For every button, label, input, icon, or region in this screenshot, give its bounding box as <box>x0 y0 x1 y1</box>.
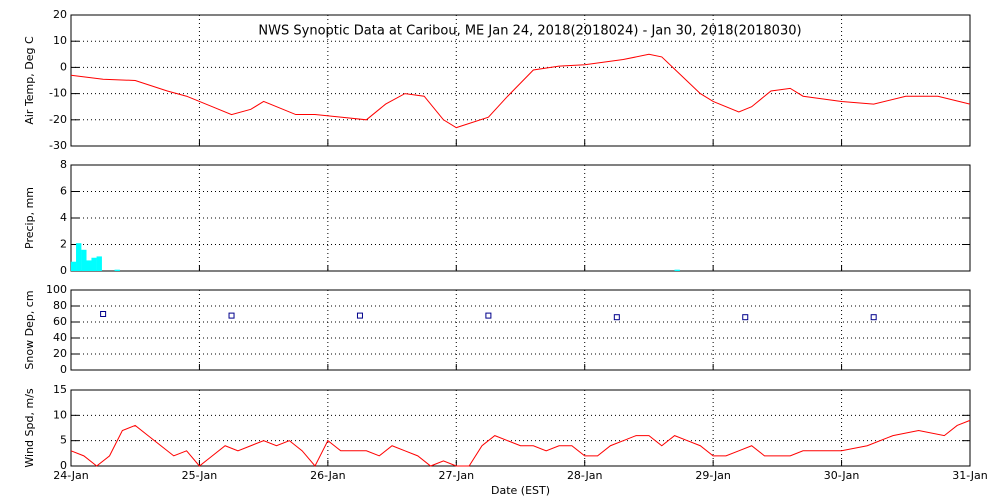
point <box>228 312 235 319</box>
bar <box>96 256 102 271</box>
y-tick-label: 0 <box>60 264 67 277</box>
point <box>870 314 877 321</box>
x-tick-label: 26-Jan <box>310 469 346 482</box>
y-tick-label: 10 <box>53 34 67 47</box>
x-tick-label: 29-Jan <box>695 469 731 482</box>
y-axis-label: Air Temp, Deg C <box>23 36 36 125</box>
y-tick-label: 15 <box>53 383 67 396</box>
y-tick-label: 2 <box>60 238 67 251</box>
data-line <box>70 419 971 467</box>
y-tick-label: 100 <box>46 283 67 296</box>
x-axis-label: Date (EST) <box>491 484 550 497</box>
x-tick-label: 27-Jan <box>439 469 475 482</box>
y-axis-label: Snow Dep, cm <box>23 290 36 369</box>
y-axis-label: Wind Spd, m/s <box>23 388 36 468</box>
y-tick-label: -10 <box>49 87 67 100</box>
bar <box>81 249 87 271</box>
plot-frame <box>70 14 971 147</box>
bar <box>86 260 92 271</box>
y-tick-label: 6 <box>60 185 67 198</box>
y-tick-label: 0 <box>60 459 67 472</box>
point <box>100 311 107 317</box>
y-axis-label: Precip, mm <box>23 187 36 249</box>
data-line <box>70 53 971 129</box>
y-tick-label: 5 <box>60 434 67 447</box>
point <box>356 312 363 319</box>
plot-frame <box>70 389 971 467</box>
bar <box>76 243 82 271</box>
y-tick-label: 40 <box>53 331 67 344</box>
y-tick-label: 60 <box>53 315 67 328</box>
x-tick-label: 28-Jan <box>567 469 603 482</box>
chart-title: NWS Synoptic Data at Caribou, ME Jan 24,… <box>258 24 801 39</box>
y-tick-label: -20 <box>49 113 67 126</box>
bar <box>674 269 680 271</box>
point <box>485 312 492 319</box>
bar <box>70 261 77 271</box>
y-tick-label: 10 <box>53 408 67 421</box>
y-tick-label: 4 <box>60 211 67 224</box>
y-tick-label: 0 <box>60 60 67 73</box>
y-tick-label: 0 <box>60 363 67 376</box>
bar <box>114 269 120 271</box>
x-tick-label: 25-Jan <box>182 469 218 482</box>
point <box>613 314 620 321</box>
y-tick-label: 8 <box>60 158 67 171</box>
x-tick-label: 31-Jan <box>952 469 988 482</box>
point <box>742 314 749 321</box>
x-tick-label: 30-Jan <box>824 469 860 482</box>
y-tick-label: 20 <box>53 8 67 21</box>
bar <box>91 257 97 271</box>
plot-frame <box>70 289 971 371</box>
y-tick-label: -30 <box>49 139 67 152</box>
y-tick-label: 80 <box>53 299 67 312</box>
x-tick-label: 24-Jan <box>53 469 89 482</box>
y-tick-label: 20 <box>53 347 67 360</box>
plot-frame <box>70 164 971 272</box>
